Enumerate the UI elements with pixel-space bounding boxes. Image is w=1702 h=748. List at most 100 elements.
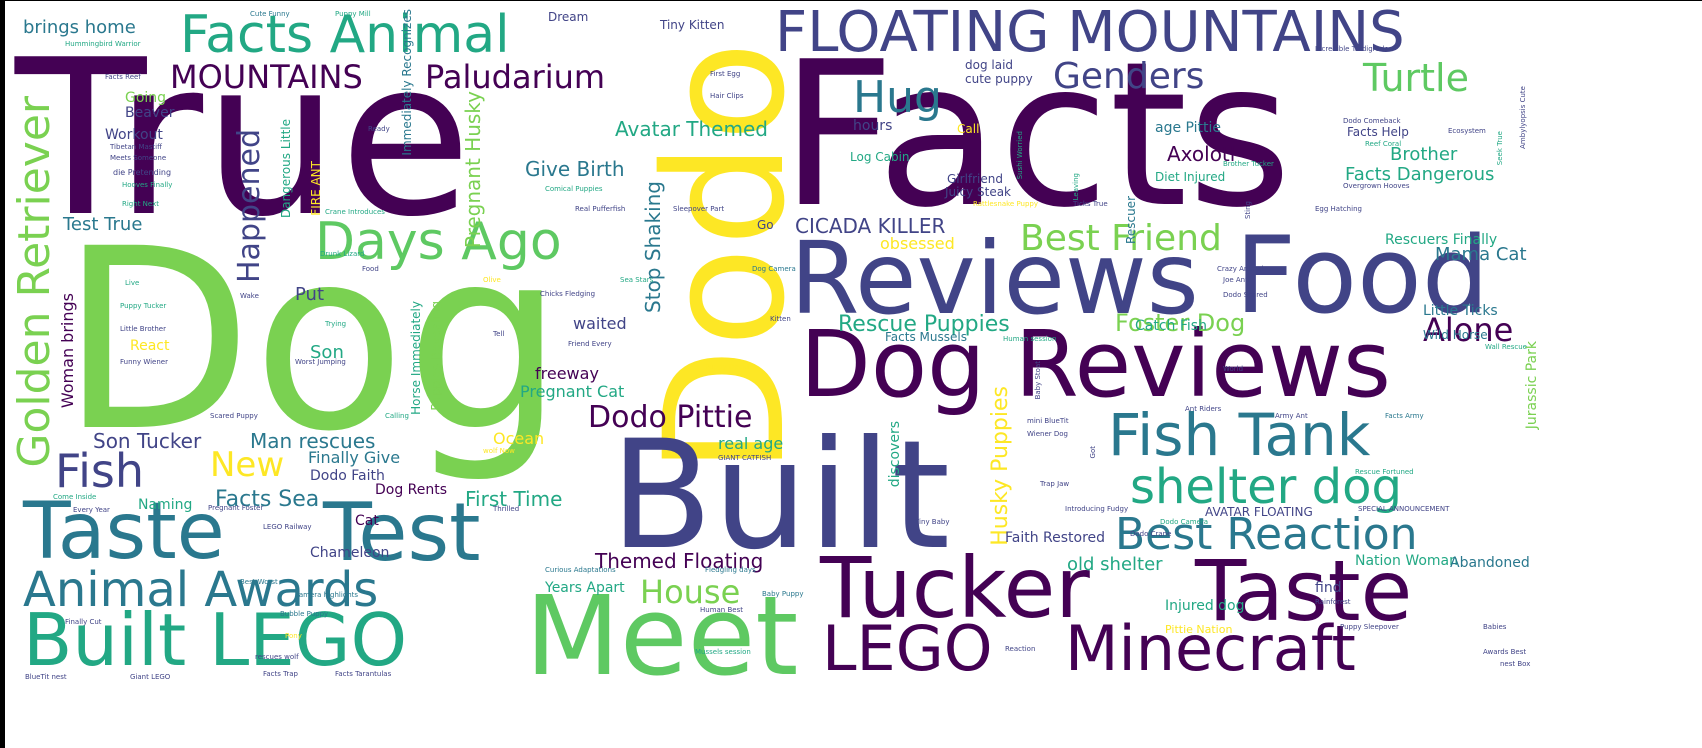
- word-joe-anti: Joe Anti: [1223, 276, 1250, 284]
- word-human-session: Human session: [1003, 335, 1057, 343]
- word-find: find: [1315, 580, 1342, 596]
- word-golden-retriever: Golden Retriever: [9, 96, 60, 468]
- word-trap-jaw: Trap Jaw: [1040, 480, 1070, 488]
- word-hours: hours: [853, 118, 893, 134]
- word-old-shelter: old shelter: [1067, 554, 1163, 575]
- word-log-cabin: Log Cabin: [850, 150, 910, 164]
- word-rescuer: Rescuer: [1124, 196, 1138, 244]
- word-thrilled: Thrilled: [493, 505, 520, 513]
- word-chicks-fledging: Chicks Fledging: [540, 290, 596, 298]
- word-meet: Meet: [525, 572, 799, 700]
- word-bubble-puppy: Bubble Puppy: [280, 610, 329, 618]
- word-genders: Genders: [1053, 56, 1205, 97]
- word-facts-army: Facts Army: [1385, 412, 1424, 420]
- word-introducing-fudgy: Introducing Fudgy: [1065, 505, 1129, 513]
- word-themed-floating: Themed Floating: [595, 549, 764, 573]
- word-food-small: Food: [362, 265, 379, 273]
- word-happened: Happened: [232, 129, 267, 283]
- word-rattlesnake-puppy: Rattlesnake Puppy: [973, 200, 1039, 208]
- word-floating-mountains: FLOATING MOUNTAINS: [775, 0, 1405, 65]
- word-come-inside: Come Inside: [53, 493, 97, 501]
- word-facts: Facts: [780, 19, 1292, 252]
- word-human-best: Human Best: [700, 606, 743, 614]
- word-girlfriend: Girlfriend: [947, 172, 1003, 186]
- word-puppy-decides: Puppy Decides: [705, 363, 757, 371]
- word-going: Going: [125, 90, 167, 106]
- word-mountains: MOUNTAINS: [170, 58, 363, 96]
- word-naming: Naming: [138, 497, 193, 513]
- word-trying: Trying: [325, 320, 347, 328]
- word-test-true: Test True: [63, 214, 143, 235]
- word-mussels-session: Mussels session: [695, 648, 751, 656]
- word-wolf-now: wolf Now: [483, 447, 515, 455]
- word-abandoned: Abandoned: [1450, 555, 1530, 571]
- word-reaction: Reaction: [1005, 645, 1036, 653]
- word-ready: Ready: [368, 125, 390, 133]
- word-dangerous-little: Dangerous Little: [279, 119, 293, 219]
- word-react: React: [130, 338, 170, 354]
- word-incredible-tardigrade: Incredible Tardigrade: [1315, 45, 1389, 53]
- word-friend-every: Friend Every: [568, 340, 612, 348]
- word-olive: Olive: [483, 276, 501, 284]
- word-finally-give: Finally Give: [308, 448, 401, 467]
- word-tibetan-mastiff: Tibetan Mastiff: [110, 143, 162, 151]
- word-real-age: real age: [718, 434, 784, 453]
- word-every-year: Every Year: [73, 506, 110, 514]
- word-puppy-sleepover: Puppy Sleepover: [1340, 623, 1399, 631]
- word-food: Food: [1235, 214, 1490, 337]
- word-ocean: Ocean: [493, 429, 545, 448]
- word-real-pufferfish: Real Pufferfish: [575, 205, 626, 213]
- word-taste-2: Taste: [1195, 542, 1413, 640]
- word-foster-dog: Foster Dog: [1115, 309, 1246, 337]
- word-ant-riders: Ant Riders: [1185, 405, 1222, 413]
- word-son-tucker: Son Tucker: [93, 429, 202, 453]
- word-built: Built: [610, 409, 951, 583]
- word-freeway: freeway: [535, 364, 599, 383]
- word-right-next: Right Next: [122, 200, 159, 208]
- word-wiener-dog: Wiener Dog: [1027, 430, 1068, 438]
- word-injured-dog: Injured dog: [1165, 598, 1245, 614]
- word-finally-cut: Finally Cut: [65, 618, 102, 626]
- word-little-ticks: Little Ticks: [1423, 303, 1498, 319]
- word-egg-hatching: Egg Hatching: [1315, 205, 1362, 213]
- word-catch-fish: Catch Fish: [1135, 318, 1207, 334]
- word-facts-animal: Facts Animal: [180, 5, 510, 65]
- word-baby-stoat: Baby Stoat: [1034, 361, 1042, 400]
- word-cute-puppy: cute puppy: [965, 72, 1033, 86]
- word-fish: Fish: [55, 444, 145, 498]
- word-best-reaction: Best Reaction: [1115, 509, 1418, 560]
- word-tiny-kitten: Tiny Kitten: [660, 18, 725, 32]
- word-lego-railway: LEGO Railway: [263, 523, 312, 531]
- word-scared-puppy: Scared Puppy: [210, 412, 258, 420]
- word-calling: Calling: [385, 412, 409, 420]
- word-dog-reviews: Dog Reviews: [800, 311, 1391, 418]
- word-dodo-comeback: Dodo Comeback: [1343, 117, 1401, 125]
- word-first-time: First Time: [465, 487, 563, 511]
- word-sushi-worried: Sushi Worried: [1016, 131, 1024, 180]
- word-house: House: [640, 573, 741, 611]
- word-live: Live: [125, 279, 140, 287]
- word-fire-ant: FIRE ANT: [309, 161, 323, 216]
- word-fledgling-days: Fledgling days: [705, 566, 756, 574]
- word-leaving: Leaving: [1072, 173, 1080, 201]
- word-stop-shaking: Stop Shaking: [641, 181, 665, 313]
- word-facts-tarantulas: Facts Tarantulas: [335, 670, 392, 678]
- word-beaver: Beaver: [125, 105, 175, 121]
- word-funny-wiener: Funny Wiener: [120, 358, 168, 366]
- word-minecraft: Minecraft: [1065, 612, 1356, 685]
- word-worst-jumping: Worst Jumping: [295, 358, 346, 366]
- word-juicy-steak: Juicy Steak: [945, 185, 1011, 199]
- word-rescue-fortuned: Rescue Fortuned: [1355, 468, 1414, 476]
- word-cute-funny: Cute Funny: [250, 10, 290, 18]
- word-baby-puppy: Baby Puppy: [762, 590, 804, 598]
- word-giant-lego: Giant LEGO: [130, 673, 171, 681]
- word-dodo-scared: Dodo Scared: [1223, 291, 1268, 299]
- word-axolotl: Axolotl: [1167, 142, 1236, 166]
- word-dodo-camera: Dodo Camera: [1160, 518, 1209, 526]
- word-meets-someone: Meets Someone: [110, 154, 167, 162]
- word-test: Test: [323, 486, 481, 579]
- word-obsessed: obsessed: [880, 234, 955, 253]
- word-mama-cat: Mama Cat: [1435, 244, 1527, 265]
- word-puppy-tucker: Puppy Tucker: [120, 302, 167, 310]
- word-world: World: [1223, 365, 1244, 373]
